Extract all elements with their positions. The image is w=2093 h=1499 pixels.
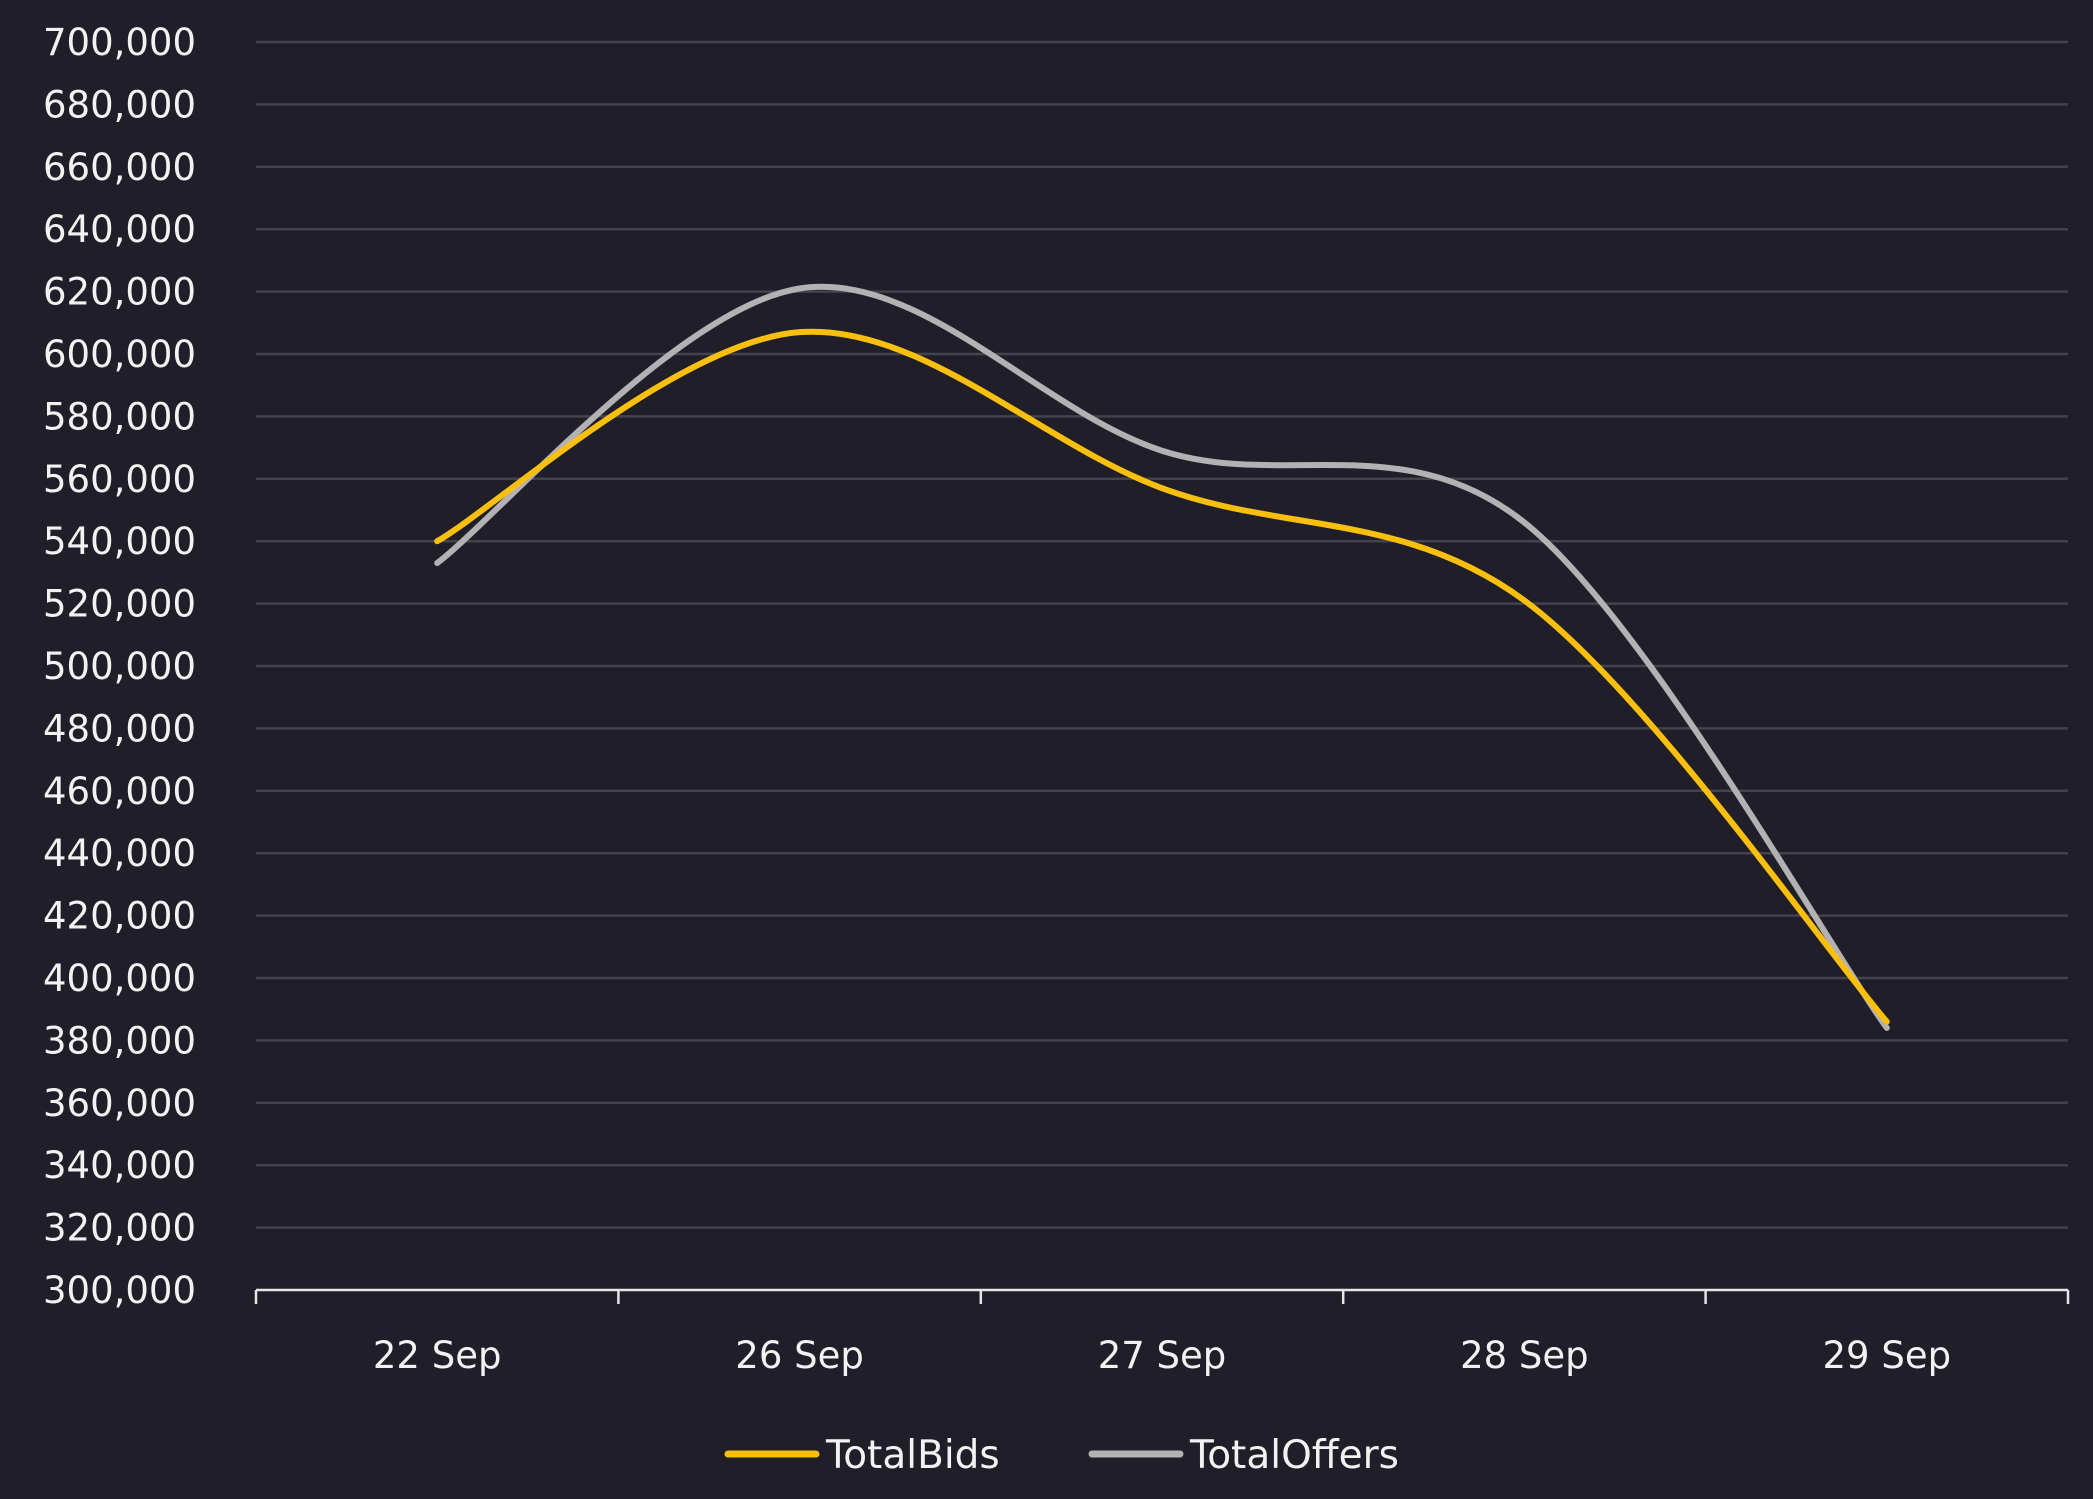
y-tick-label: 560,000 — [43, 458, 196, 501]
y-tick-label: 700,000 — [43, 21, 196, 64]
y-tick-label: 380,000 — [43, 1019, 196, 1062]
x-tick-label: 22 Sep — [373, 1334, 502, 1377]
x-axis: 22 Sep 26 Sep 27 Sep 28 Sep 29 Sep — [254, 1288, 2070, 1377]
y-tick-label: 640,000 — [43, 208, 196, 251]
y-tick-label: 540,000 — [43, 520, 196, 563]
y-tick-label: 400,000 — [43, 957, 196, 1000]
y-tick-label: 680,000 — [43, 83, 196, 126]
y-tick-label: 600,000 — [43, 333, 196, 376]
y-tick-label: 300,000 — [43, 1269, 196, 1312]
y-tick-label: 500,000 — [43, 645, 196, 688]
y-tick-label: 460,000 — [43, 770, 196, 813]
series-line-totaloffers — [434, 283, 1890, 1031]
x-tick-label: 26 Sep — [735, 1334, 864, 1377]
y-tick-label: 340,000 — [43, 1144, 196, 1187]
legend: TotalBids TotalOffers — [724, 1433, 1399, 1478]
y-tick-label: 580,000 — [43, 395, 196, 438]
legend-label-totalbids: TotalBids — [825, 1433, 1000, 1478]
x-tick-label: 27 Sep — [1098, 1334, 1227, 1377]
y-tick-label: 440,000 — [43, 832, 196, 875]
y-tick-label: 660,000 — [43, 146, 196, 189]
legend-label-totaloffers: TotalOffers — [1189, 1433, 1399, 1478]
series-lines — [434, 283, 1890, 1031]
y-tick-label: 480,000 — [43, 707, 196, 750]
y-tick-label: 320,000 — [43, 1207, 196, 1250]
y-tick-label: 620,000 — [43, 271, 196, 314]
y-axis: 300,000 320,000 340,000 360,000 380,000 400,0… — [43, 21, 196, 1312]
series-line-totalbids — [434, 328, 1890, 1025]
x-tick-label: 28 Sep — [1460, 1334, 1589, 1377]
y-tick-label: 520,000 — [43, 583, 196, 626]
x-tick-label: 29 Sep — [1823, 1334, 1952, 1377]
y-tick-label: 360,000 — [43, 1082, 196, 1125]
y-tick-label: 420,000 — [43, 895, 196, 938]
gridlines — [256, 40, 2068, 1229]
